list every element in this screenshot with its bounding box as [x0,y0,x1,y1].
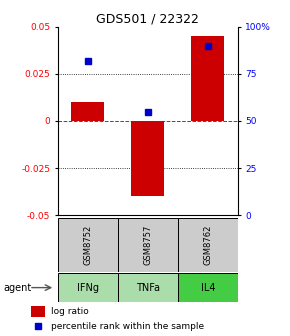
Bar [178,273,238,302]
Text: TNFa: TNFa [136,283,160,293]
Bar [118,218,178,272]
Text: IL4: IL4 [201,283,215,293]
Bar [71,102,104,121]
Text: IFNg: IFNg [77,283,99,293]
Text: GSM8762: GSM8762 [203,225,212,265]
Bar [191,36,224,121]
Bar [178,218,238,272]
Bar [31,306,45,317]
Title: GDS501 / 22322: GDS501 / 22322 [97,13,199,26]
Text: GSM8757: GSM8757 [143,225,153,265]
Bar [118,273,178,302]
Text: log ratio: log ratio [51,307,89,316]
Bar [58,273,118,302]
Text: agent: agent [3,283,31,293]
Text: GSM8752: GSM8752 [84,225,93,265]
Text: percentile rank within the sample: percentile rank within the sample [51,322,204,331]
Bar [58,218,118,272]
Bar [131,121,164,196]
